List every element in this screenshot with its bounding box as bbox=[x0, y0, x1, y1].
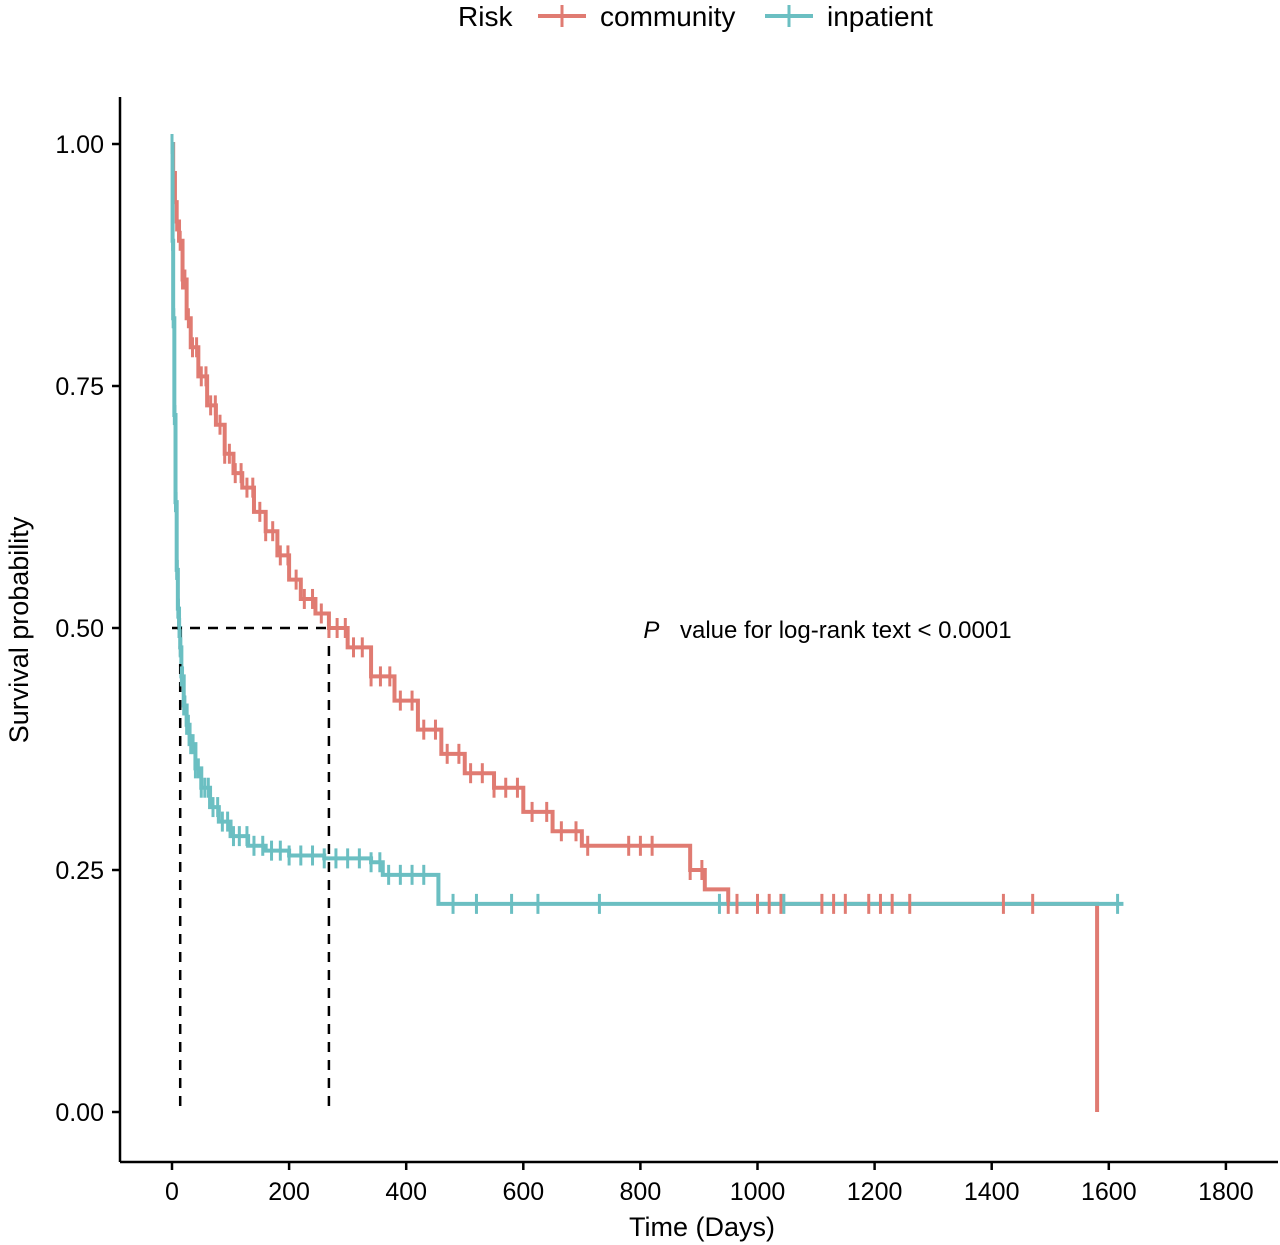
x-tick-label: 200 bbox=[268, 1178, 310, 1206]
legend-label-inpatient: inpatient bbox=[827, 1, 933, 32]
y-tick-label: 1.00 bbox=[55, 131, 104, 159]
axes: 0 200 400 600 800 1000 1200 1400 1600 1800 0.000.… bbox=[4, 97, 1278, 1242]
p-value-annotation: P value for log-rank text < 0.0001 bbox=[643, 617, 1011, 644]
x-tick-label: 1800 bbox=[1198, 1178, 1254, 1206]
median-lines bbox=[172, 626, 331, 1112]
y-tick-label: 0.75 bbox=[55, 373, 104, 401]
legend-label-community: community bbox=[600, 1, 735, 32]
x-tick-label: 1400 bbox=[964, 1178, 1020, 1206]
y-ticks: 0.00 0.25 0.50 0.75 1.00 bbox=[55, 131, 120, 1127]
p-value-text: value for log-rank text < 0.0001 bbox=[680, 617, 1012, 644]
x-tick-label: 1600 bbox=[1081, 1178, 1137, 1206]
x-tick-label: 1000 bbox=[730, 1178, 786, 1206]
y-axis-title: Survival probability bbox=[4, 516, 34, 743]
censor-marks bbox=[170, 134, 1120, 914]
survival-curve-inpatient bbox=[170, 142, 1124, 906]
x-tick-label: 1200 bbox=[847, 1178, 903, 1206]
x-tick-label: 0 bbox=[165, 1178, 179, 1206]
x-axis-title: Time (Days) bbox=[629, 1212, 775, 1242]
legend-items: community inpatient bbox=[538, 1, 933, 32]
p-label: P bbox=[643, 617, 659, 644]
x-tick-label: 400 bbox=[385, 1178, 427, 1206]
plot-area bbox=[170, 134, 1124, 1112]
x-tick-label: 800 bbox=[620, 1178, 662, 1206]
x-tick-label: 600 bbox=[502, 1178, 544, 1206]
y-tick-label: 0.00 bbox=[55, 1099, 104, 1127]
y-tick-label: 0.50 bbox=[55, 615, 104, 643]
legend: Risk community inpatient bbox=[458, 1, 933, 32]
x-ticks: 0 200 400 600 800 1000 1200 1400 1600 1800 bbox=[165, 1162, 1254, 1206]
y-tick-label: 0.25 bbox=[55, 857, 104, 885]
legend-title: Risk bbox=[458, 1, 513, 32]
